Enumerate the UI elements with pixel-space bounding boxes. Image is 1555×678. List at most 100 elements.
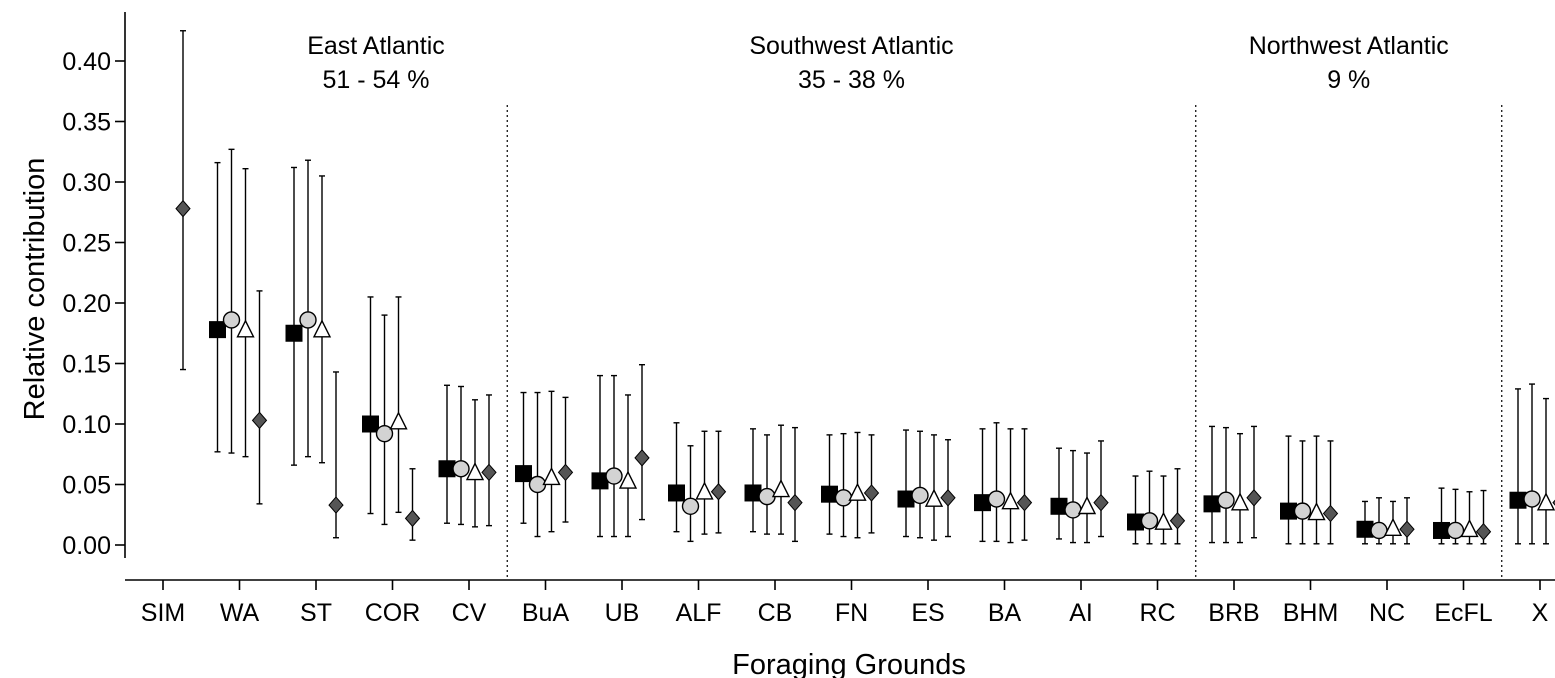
marker-diamond [175, 199, 191, 218]
marker-triangle [1536, 492, 1555, 511]
marker-square [668, 484, 685, 502]
category-label: ES [911, 599, 944, 627]
marker-diamond [863, 484, 880, 502]
marker-triangle [618, 470, 638, 489]
marker-diamond [328, 496, 344, 514]
region-name: East Atlantic [307, 32, 445, 60]
y-tick-label: 0.35 [62, 109, 111, 137]
marker-triangle [1001, 491, 1020, 510]
category-label: BuA [522, 599, 570, 627]
marker-triangle [1383, 517, 1403, 536]
category-label: ALF [676, 599, 722, 627]
marker-triangle [389, 411, 408, 430]
marker-diamond [634, 449, 650, 467]
marker-diamond [940, 489, 956, 507]
y-tick-label: 0.30 [62, 169, 111, 197]
category-labels: SIM WA ST COR CV BuA UB ALF CB FN ES BA AI RC BRB BHM NC… [141, 580, 1549, 627]
marker-triangle [1077, 495, 1097, 515]
marker-diamond [1016, 493, 1033, 512]
region-percent: 35 - 38 % [798, 66, 905, 94]
marker-triangle [236, 319, 255, 338]
region-name: Southwest Atlantic [749, 32, 953, 60]
category-label: ST [300, 599, 332, 627]
category-label: BRB [1208, 599, 1259, 627]
marker-triangle [771, 478, 791, 498]
marker-diamond [1399, 520, 1415, 539]
marker-circle [452, 460, 470, 478]
marker-square [362, 415, 379, 433]
marker-circle [1064, 501, 1082, 519]
region-labels: East Atlantic 51 - 54 % Southwest Atlantic… [307, 32, 1449, 94]
marker-diamond [404, 509, 421, 528]
marker-circle [375, 424, 394, 443]
marker-triangle [695, 481, 714, 500]
marker-circle [1523, 490, 1541, 508]
marker-circle [605, 467, 623, 485]
marker-square [285, 324, 303, 342]
category-label: CV [452, 599, 487, 627]
marker-circle [1293, 502, 1312, 520]
region-percent: 51 - 54 % [322, 66, 429, 94]
marker-triangle [1460, 518, 1479, 538]
marker-circle [222, 311, 241, 329]
marker-triangle [848, 482, 867, 501]
y-tick-label: 0.20 [62, 290, 111, 318]
marker-triangle [924, 488, 944, 507]
y-tick-label: 0.10 [62, 411, 111, 439]
marker-square [209, 321, 226, 339]
y-axis-title: Relative contribution [19, 158, 51, 421]
x-axis-title: Foraging Grounds [732, 649, 966, 678]
marker-circle [1370, 521, 1388, 540]
region-percent: 9 % [1327, 66, 1370, 94]
category-label: UB [605, 599, 640, 627]
error-bars [180, 30, 1549, 545]
y-tick-label: 0.15 [62, 351, 111, 379]
marker-circle [1140, 512, 1159, 530]
y-tick-label: 0.25 [62, 230, 111, 258]
region-name: Northwest Atlantic [1249, 32, 1449, 60]
category-label: RC [1139, 599, 1175, 627]
y-tick-label: 0.05 [62, 472, 111, 500]
category-label: FN [835, 599, 868, 627]
data-markers [175, 199, 1555, 541]
category-label: NC [1369, 599, 1405, 627]
marker-diamond [787, 493, 803, 512]
marker-circle [911, 486, 929, 505]
marker-triangle [1230, 492, 1250, 511]
category-label: BHM [1283, 599, 1339, 627]
category-label: COR [365, 599, 421, 627]
category-label: X [1532, 599, 1549, 627]
marker-triangle [312, 319, 332, 338]
marker-diamond [1093, 493, 1109, 512]
marker-diamond [1322, 504, 1339, 523]
marker-triangle [1154, 511, 1173, 530]
category-label: AI [1069, 599, 1093, 627]
category-label: EcFL [1434, 599, 1492, 627]
marker-diamond [481, 463, 497, 482]
region-dividers [506, 105, 1503, 580]
category-label: CB [758, 599, 793, 627]
marker-circle [1217, 491, 1235, 509]
marker-diamond [251, 411, 268, 430]
marker-circle [299, 311, 317, 329]
marker-circle [681, 497, 700, 515]
marker-triangle [465, 462, 485, 481]
marker-circle [987, 490, 1006, 508]
marker-diamond [1169, 512, 1186, 530]
category-label: BA [988, 599, 1022, 627]
marker-circle [834, 489, 853, 507]
axes: 0.00 0.05 0.10 0.15 0.20 0.25 0.30 0.35 0.40 [62, 12, 1555, 581]
y-tick-label: 0.00 [62, 532, 111, 560]
marker-circle [1446, 521, 1465, 540]
marker-diamond [1246, 489, 1262, 507]
marker-triangle [542, 466, 561, 486]
category-label: SIM [141, 599, 185, 627]
marker-square [515, 465, 532, 483]
y-tick-label: 0.40 [62, 48, 111, 76]
marker-diamond [1475, 522, 1492, 541]
marker-diamond [557, 463, 574, 482]
marker-triangle [1307, 501, 1326, 521]
category-label: WA [220, 599, 260, 627]
marker-diamond [710, 483, 727, 501]
